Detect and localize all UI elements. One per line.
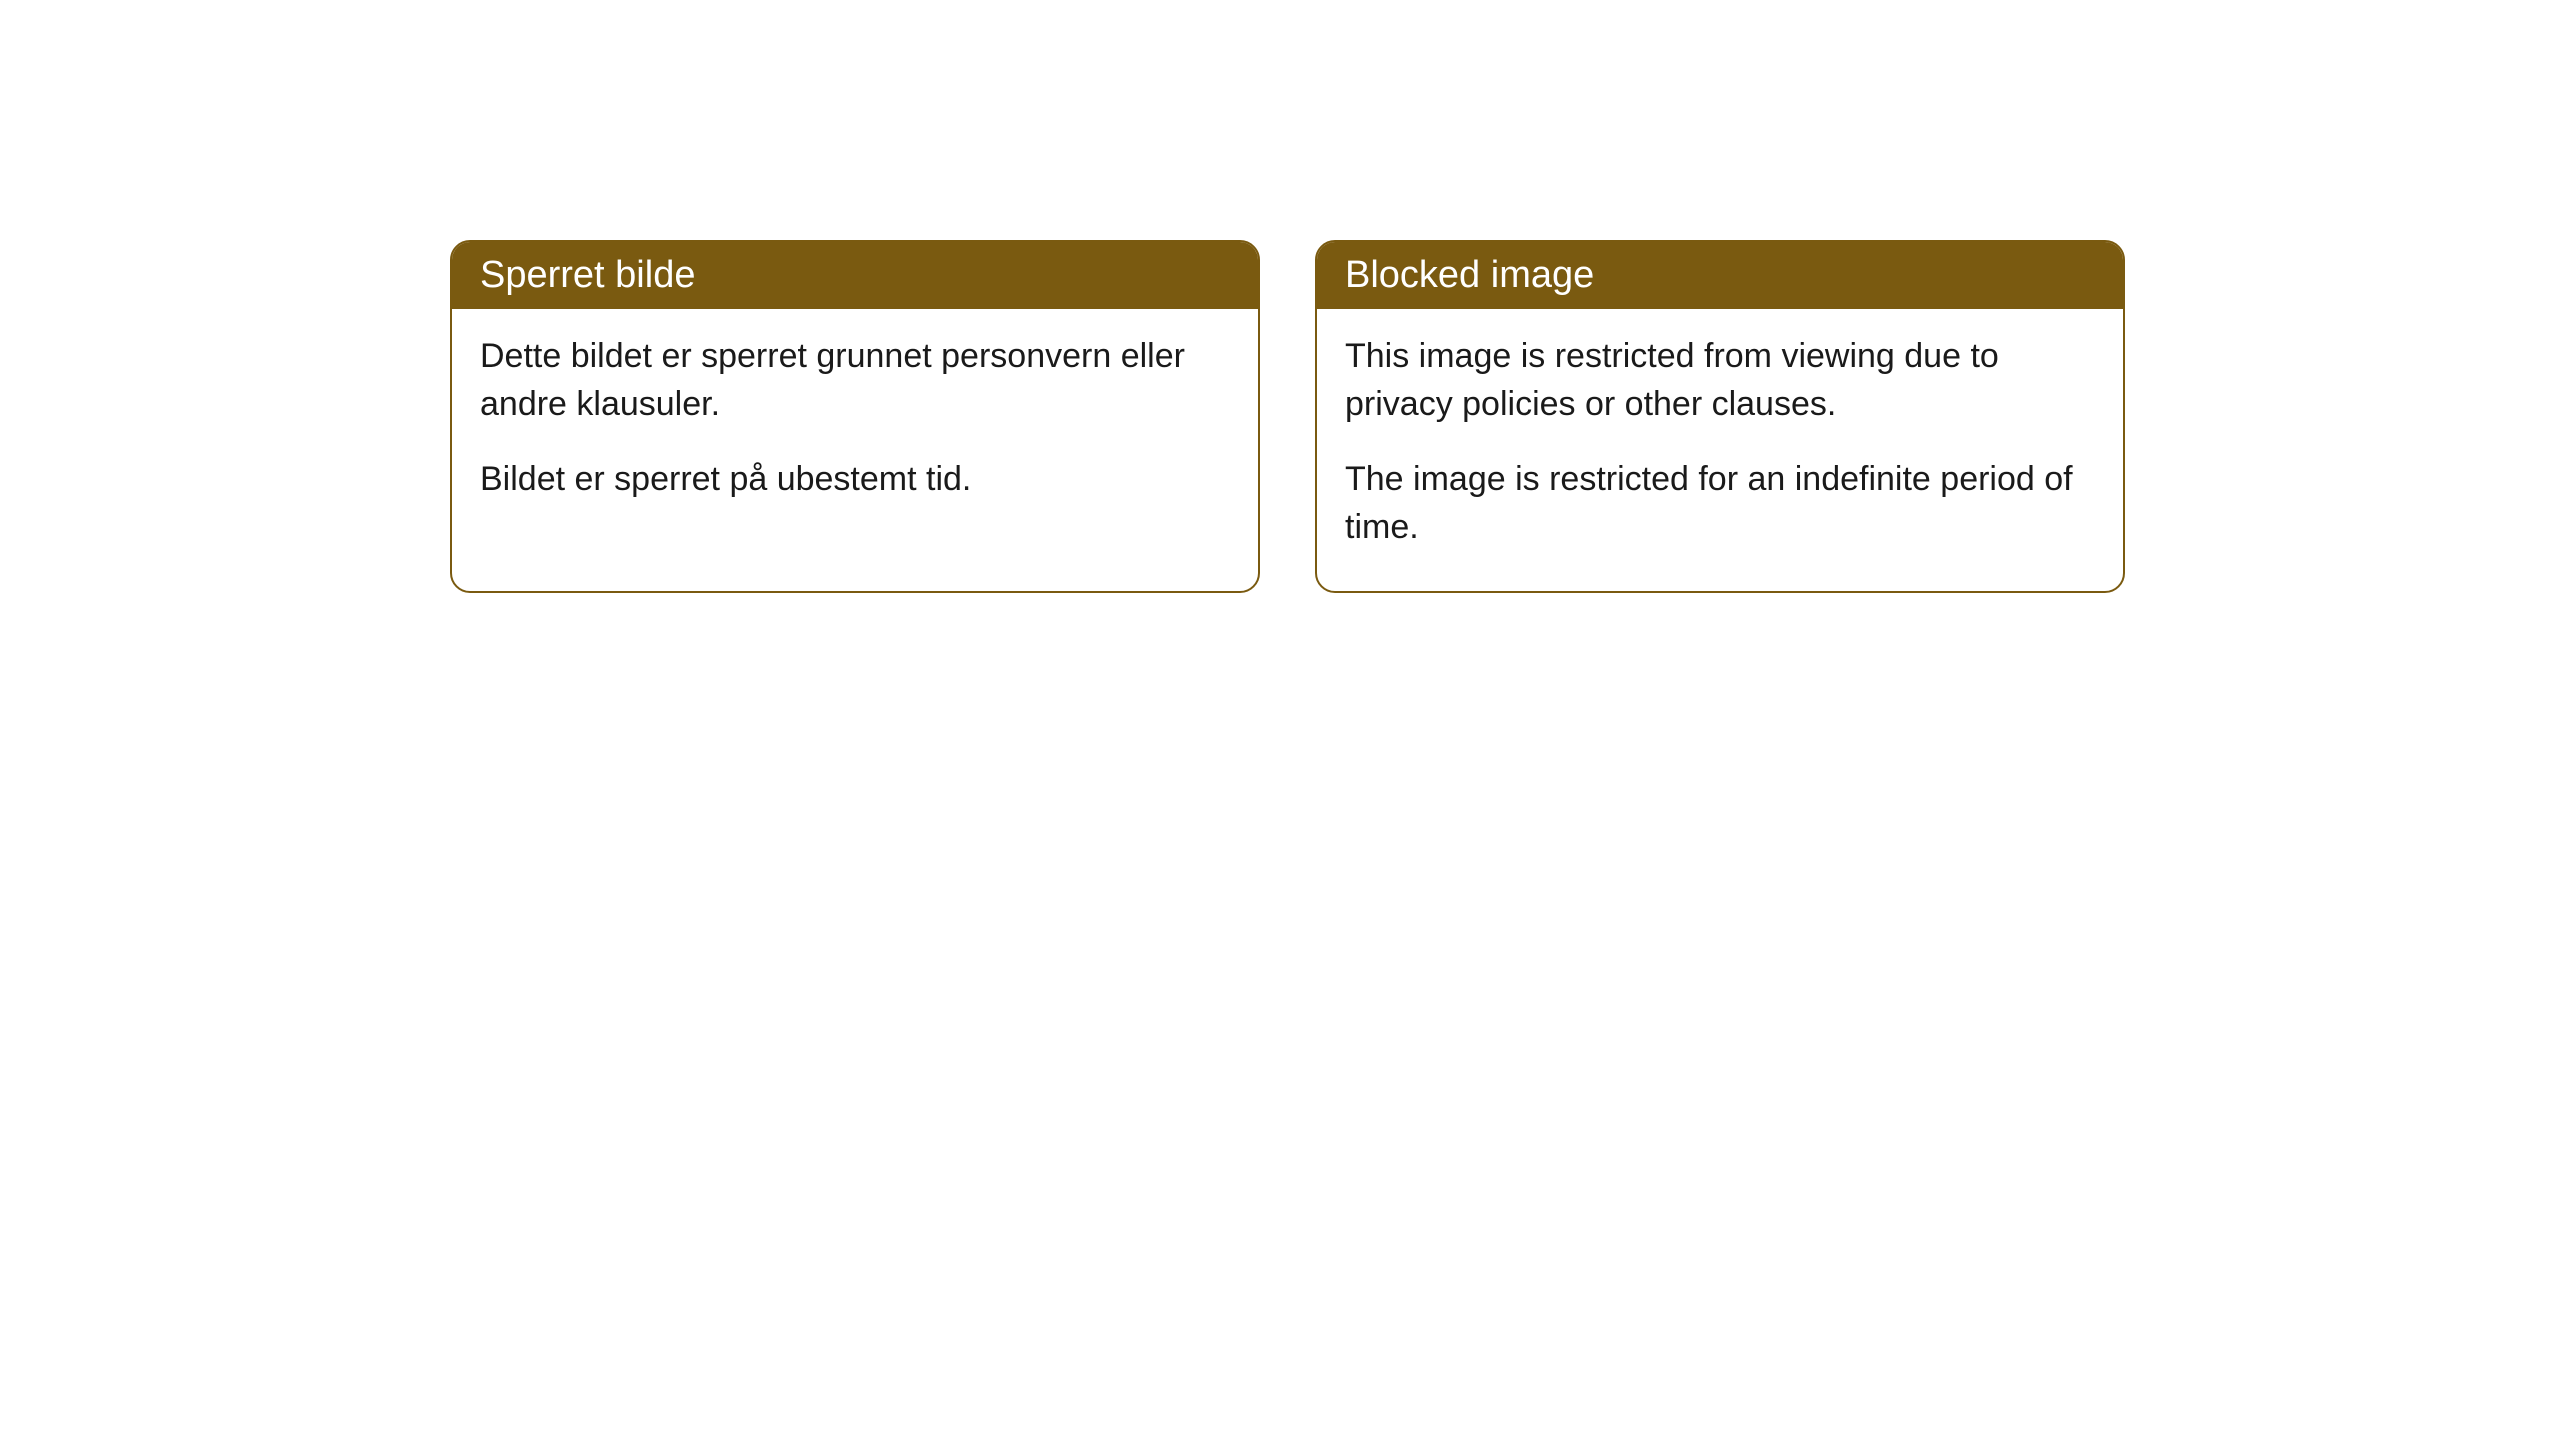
card-title: Blocked image	[1345, 254, 1594, 296]
blocked-image-card-english: Blocked image This image is restricted f…	[1315, 240, 2125, 593]
card-body-english: This image is restricted from viewing du…	[1317, 309, 2123, 591]
card-header-norwegian: Sperret bilde	[452, 242, 1258, 309]
blocked-image-card-norwegian: Sperret bilde Dette bildet er sperret gr…	[450, 240, 1260, 593]
card-header-english: Blocked image	[1317, 242, 2123, 309]
cards-container: Sperret bilde Dette bildet er sperret gr…	[450, 240, 2560, 593]
card-paragraph: Bildet er sperret på ubestemt tid.	[480, 456, 1230, 504]
card-title: Sperret bilde	[480, 254, 695, 296]
card-body-norwegian: Dette bildet er sperret grunnet personve…	[452, 309, 1258, 544]
card-paragraph: This image is restricted from viewing du…	[1345, 333, 2095, 428]
card-paragraph: Dette bildet er sperret grunnet personve…	[480, 333, 1230, 428]
card-paragraph: The image is restricted for an indefinit…	[1345, 456, 2095, 551]
